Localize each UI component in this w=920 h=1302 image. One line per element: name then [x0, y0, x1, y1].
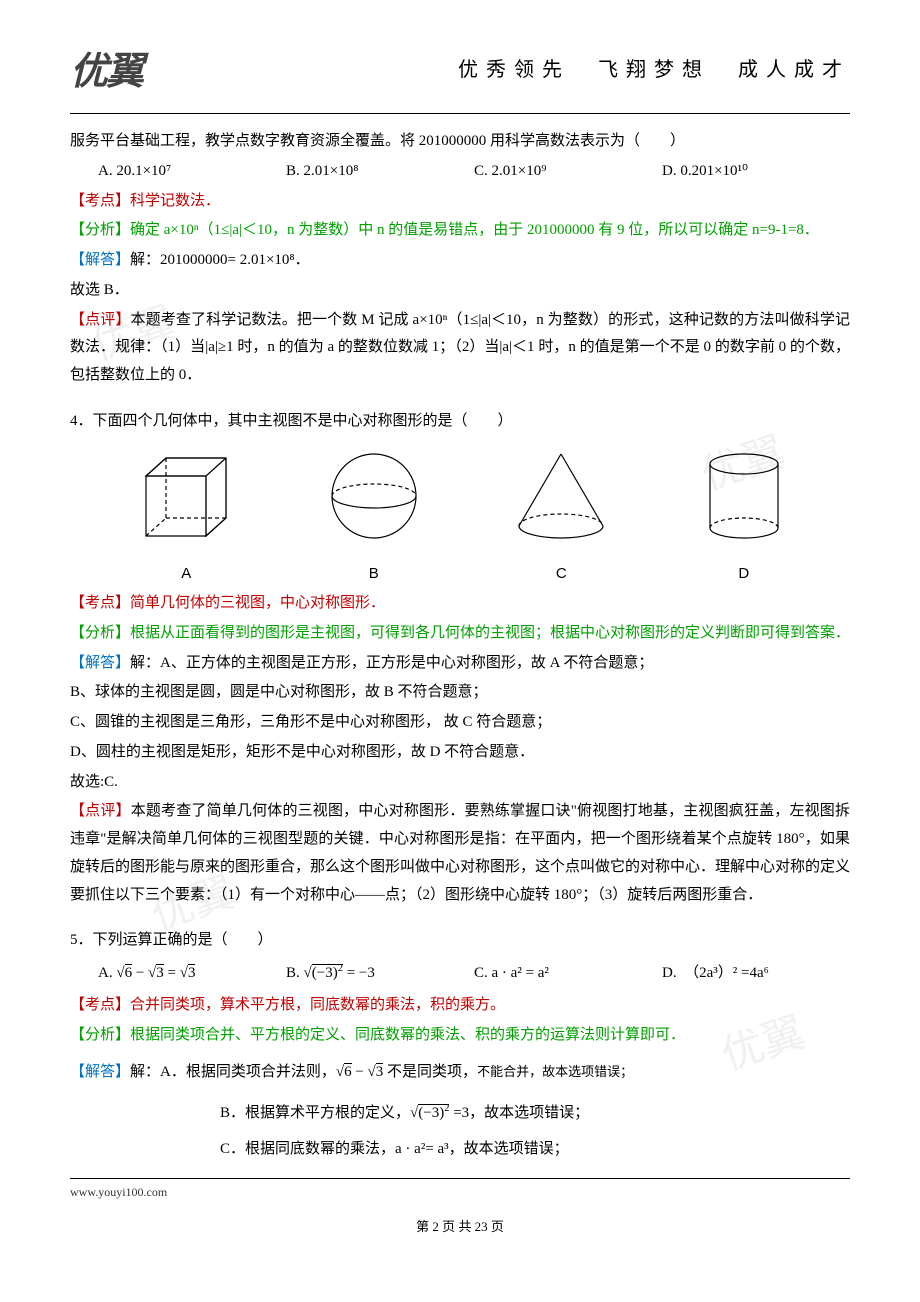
- q5-option-a: A. √6 − √3 = √3: [98, 960, 286, 988]
- sphere-icon: [319, 446, 429, 546]
- q5-option-c: C. a · a² = a²: [474, 960, 662, 988]
- q4-label-c: C: [501, 560, 621, 588]
- q4-solve-c: C、圆锥的主视图是三角形，三角形不是中心对称图形， 故 C 符合题意；: [70, 709, 850, 737]
- q4-comment-text: 本题考查了简单几何体的三视图，中心对称图形．要熟练掌握口诀"俯视图打地基，主视图…: [70, 803, 850, 902]
- page-number: 第 2 页 共 23 页: [70, 1216, 850, 1235]
- q5-solve-b: B．根据算术平方根的定义，√(−3)2 =3，故本选项错误；: [220, 1099, 850, 1128]
- q4-solve-ans: 故选:C.: [70, 769, 850, 797]
- page-header: 优翼 优秀领先 飞翔梦想 成人成才: [70, 40, 850, 95]
- q3-analyze-tag: 【分析】确定 a×10ⁿ（1≤|a|＜10，n 为整数）中 n 的值是易错点，由…: [70, 222, 819, 238]
- q5-options: A. √6 − √3 = √3 B. √(−3)2 = −3 C. a · a²…: [98, 959, 850, 988]
- q4-figures-row: A B: [90, 446, 830, 589]
- q4-exam-tag: 【考点】简单几何体的三视图，中心对称图形．: [70, 595, 385, 611]
- q5-solve-a: 解：A．根据同类项合并法则，√6 − √3 不是同类项，不能合并，故本选项错误；: [130, 1064, 633, 1080]
- q3-option-c: C. 2.01×10⁹: [474, 158, 662, 186]
- q4-analyze-tag: 【分析】根据从正面看得到的图形是主视图，可得到各几何体的主视图；根据中心对称图形…: [70, 625, 850, 641]
- q4-label-a: A: [126, 560, 246, 588]
- page-container: 优翼 优翼 优翼 优翼 优翼 优秀领先 飞翔梦想 成人成才 服务平台基础工程，教…: [0, 0, 920, 1302]
- cube-icon: [126, 446, 246, 546]
- cone-icon: [501, 446, 621, 546]
- q3-solve-line2: 故选 B．: [70, 277, 850, 305]
- q5-stem: 5．下列运算正确的是（ ）: [70, 927, 850, 955]
- header-slogan: 优秀领先 飞翔梦想 成人成才: [458, 53, 850, 82]
- q3-option-d: D. 0.201×10¹⁰: [662, 158, 850, 186]
- q5-option-b: B. √(−3)2 = −3: [286, 959, 474, 988]
- q4-fig-c: C: [501, 446, 621, 589]
- q4-fig-d: D: [694, 446, 794, 589]
- q4-comment-tag: 【点评】: [70, 803, 131, 819]
- q4-solve-d: D、圆柱的主视图是矩形，矩形不是中心对称图形，故 D 不符合题意．: [70, 739, 850, 767]
- q3-exam-tag: 【考点】科学记数法．: [70, 193, 220, 209]
- q5-analyze-tag: 【分析】根据同类项合并、平方根的定义、同底数幂的乘法、积的乘方的运算法则计算即可…: [70, 1027, 685, 1043]
- q5-solve-c: C．根据同底数幂的乘法，a · a²= a³，故本选项错误；: [220, 1136, 850, 1164]
- header-divider: [70, 113, 850, 114]
- q4-fig-b: B: [319, 446, 429, 589]
- q5-solve-label: 【解答】: [70, 1064, 130, 1080]
- q3-options: A. 20.1×10⁷ B. 2.01×10⁸ C. 2.01×10⁹ D. 0…: [98, 158, 850, 186]
- q3-option-b: B. 2.01×10⁸: [286, 158, 474, 186]
- footer-url: www.youyi100.com: [70, 1185, 850, 1200]
- q4-solve-a: 解：A、正方体的主视图是正方形，正方形是中心对称图形，故 A 不符合题意；: [130, 655, 653, 671]
- q4-label-d: D: [694, 560, 794, 588]
- footer-divider: [70, 1178, 850, 1179]
- q3-comment-tag: 【点评】: [70, 312, 131, 328]
- q4-stem: 4．下面四个几何体中，其中主视图不是中心对称图形的是（ ）: [70, 408, 850, 436]
- q4-solve-b: B、球体的主视图是圆，圆是中心对称图形，故 B 不符合题意；: [70, 679, 850, 707]
- q4-label-b: B: [319, 560, 429, 588]
- q3-solve-label: 【解答】: [70, 252, 130, 268]
- brand-logo: 优翼: [70, 40, 142, 95]
- q3-comment-text: 本题考查了科学记数法。把一个数 M 记成 a×10ⁿ（1≤|a|＜10，n 为整…: [70, 312, 850, 384]
- q5-exam-tag: 【考点】合并同类项，算术平方根，同底数幂的乘法，积的乘方。: [70, 997, 505, 1013]
- q3-option-a: A. 20.1×10⁷: [98, 158, 286, 186]
- q5-option-d: D. （2a³）² =4a⁶: [662, 960, 850, 988]
- content-body: 服务平台基础工程，教学点数字教育资源全覆盖。将 201000000 用科学高数法…: [70, 128, 850, 1164]
- q4-solve-label: 【解答】: [70, 655, 130, 671]
- q3-solve-line1: 解：201000000= 2.01×10⁸．: [130, 252, 310, 268]
- cylinder-icon: [694, 446, 794, 546]
- q3-stem-continued: 服务平台基础工程，教学点数字教育资源全覆盖。将 201000000 用科学高数法…: [70, 128, 850, 156]
- q4-fig-a: A: [126, 446, 246, 589]
